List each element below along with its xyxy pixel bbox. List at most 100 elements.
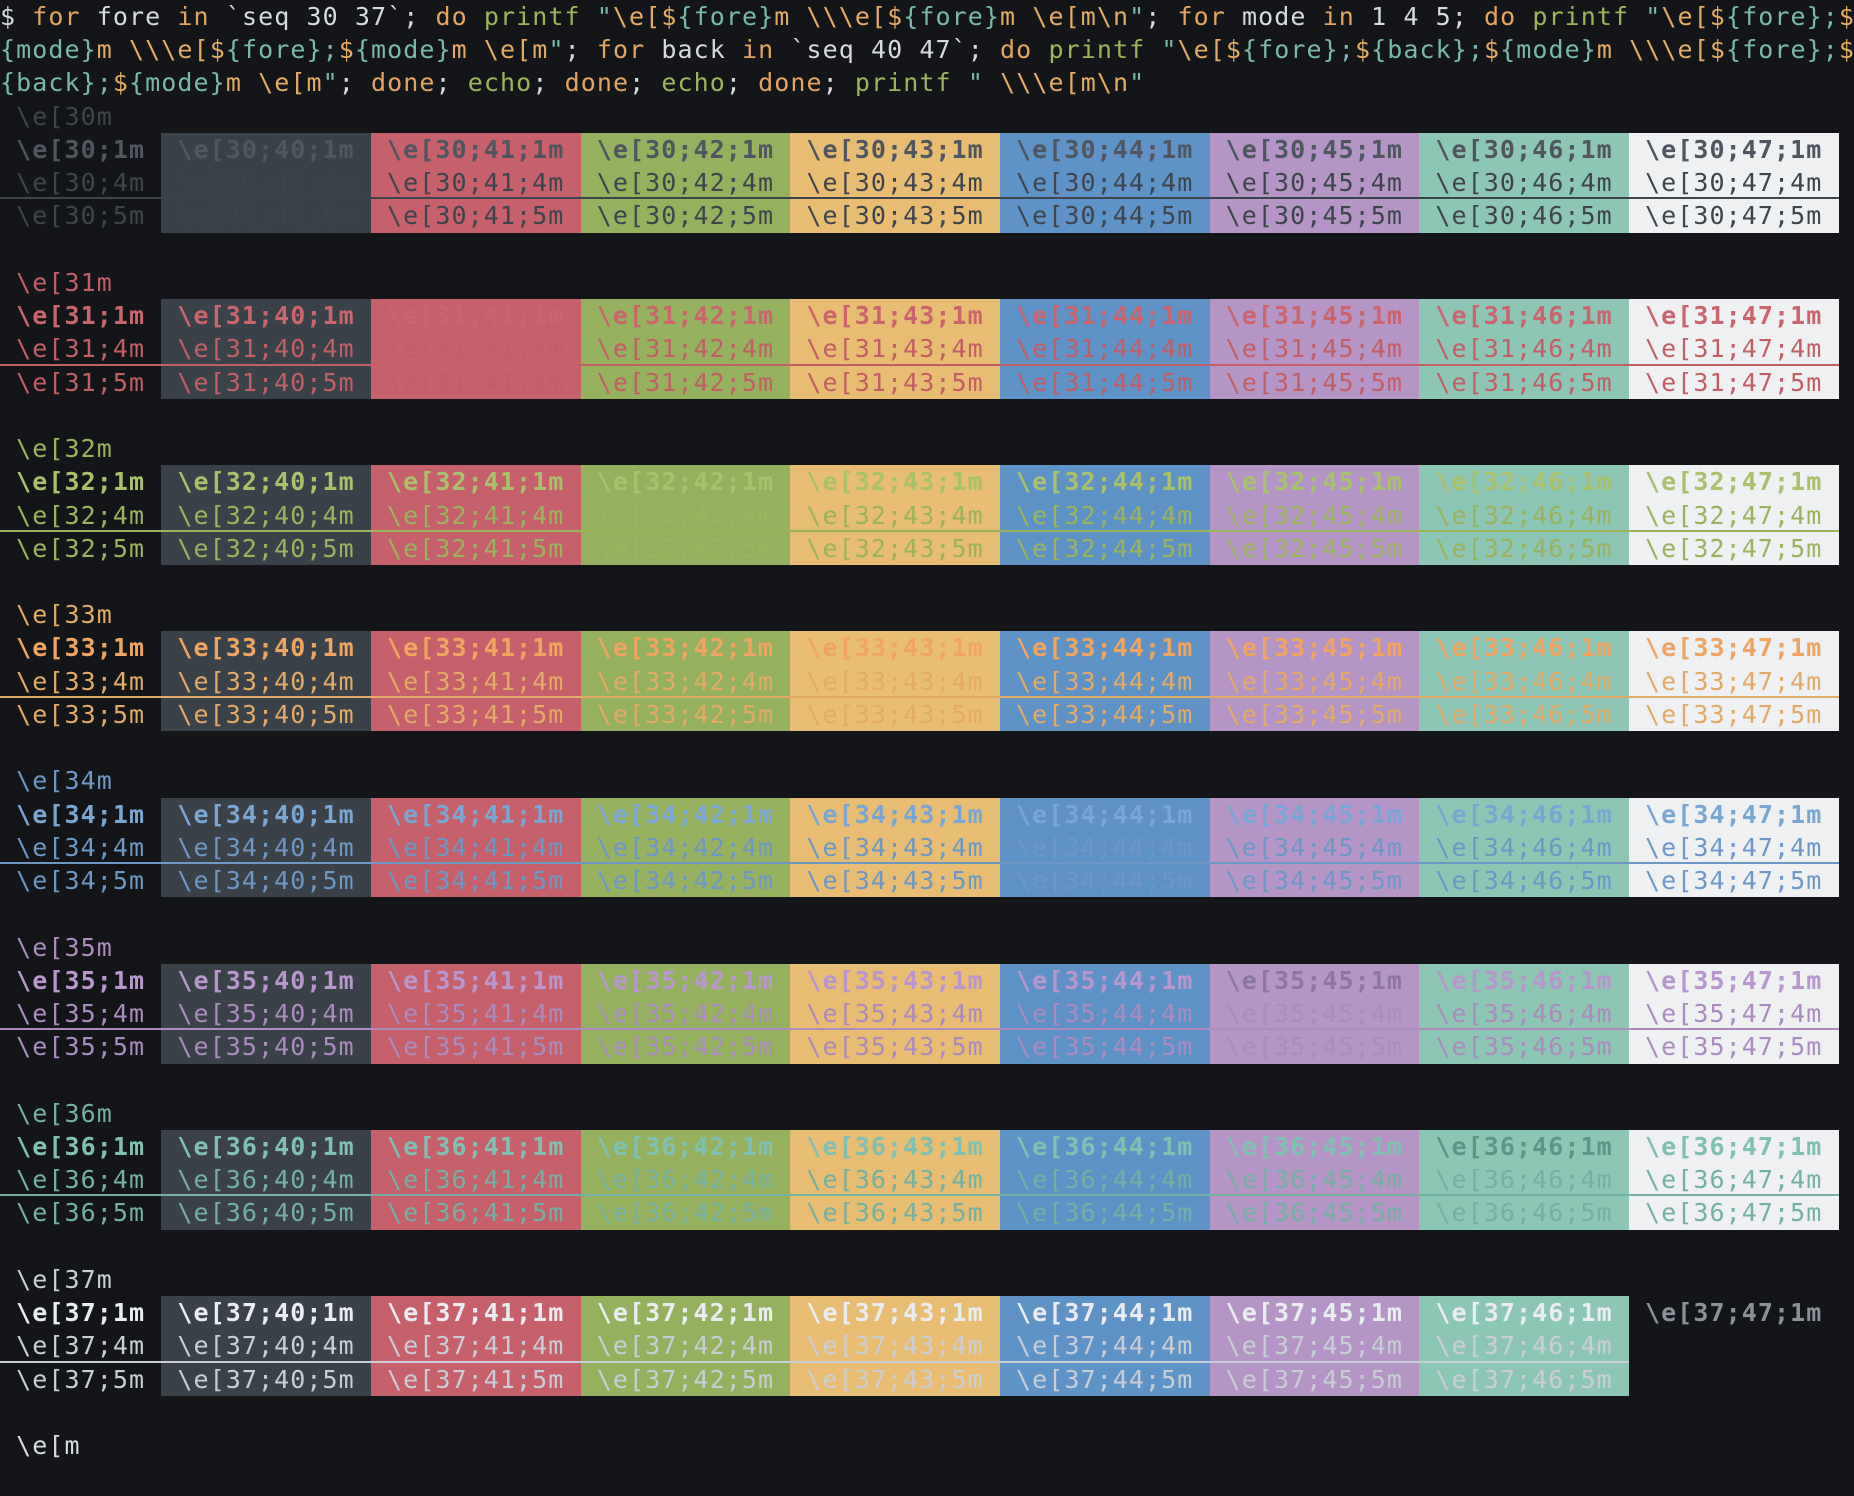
command-token: fore — [80, 2, 178, 31]
command-token: echo — [467, 68, 533, 98]
command-token — [242, 66, 258, 99]
ansi-cell: \e[30;45;1m — [1209, 132, 1420, 167]
ansi-cell: \e[36;43;5m — [790, 1196, 1000, 1230]
ansi-cell: \e[36;42;5m — [580, 1196, 791, 1230]
command-token: printf — [1532, 2, 1630, 31]
ansi-cell: \e[34;43;1m — [790, 797, 1000, 831]
command-token: " — [1129, 2, 1146, 31]
mode-row: \e[34;1m \e[34;40;1m \e[34;41;1m \e[34;4… — [0, 797, 1854, 831]
ansi-cell: \e[30;46;4m — [1419, 166, 1629, 200]
ansi-cell: \e[30;45;5m — [1209, 199, 1420, 233]
command-token: \n — [1096, 2, 1130, 31]
ansi-cell: \e[31;47;1m — [1628, 299, 1839, 333]
ansi-cell: \e[33;41;4m — [370, 664, 581, 698]
ansi-cell: \e[31;44;1m — [999, 299, 1210, 333]
ansi-cell: \e[36;42;1m — [580, 1129, 791, 1164]
ansi-cell: \e[32;47;4m — [1628, 498, 1839, 532]
ansi-cell: \e[36;46;1m — [1419, 1129, 1629, 1164]
ansi-cell: \e[30;44;1m — [999, 132, 1210, 167]
ansi-cell: \e[35;46;1m — [1419, 963, 1629, 998]
command-token: {back} — [1371, 35, 1468, 65]
fg-label-line: \e[31m — [0, 266, 1854, 299]
fg-label-line: \e[35m — [0, 931, 1854, 964]
ansi-cell: \e[30;44;4m — [999, 166, 1210, 200]
ansi-cell: \e[33;46;4m — [1419, 664, 1629, 698]
mode-row: \e[30;1m \e[30;40;1m \e[30;41;1m \e[30;4… — [0, 132, 1854, 167]
ansi-cell: \e[32;40;5m — [161, 531, 371, 565]
mode-row: \e[35;4m \e[35;40;4m \e[35;41;4m \e[35;4… — [0, 997, 1854, 1031]
ansi-cell: \e[33;45;5m — [1209, 697, 1420, 732]
mode-row: \e[31;4m \e[31;40;4m \e[31;41;4m \e[31;4… — [0, 332, 1854, 366]
command-token: m — [451, 35, 468, 65]
ansi-cell: \e[32;47;1m — [1628, 465, 1839, 499]
command-token: ; — [1145, 2, 1178, 31]
ansi-cell: \e[33;45;4m — [1209, 664, 1420, 698]
ansi-cell: \e[32;43;4m — [790, 498, 1000, 532]
blank-line — [0, 1064, 1854, 1097]
ansi-cell: \e[35;43;5m — [790, 1030, 1000, 1064]
ansi-cell: \e[37;47;1m — [1628, 1298, 1839, 1328]
ansi-label: \e[34;1m — [0, 799, 162, 829]
ansi-cell: \e[33;46;1m — [1419, 631, 1629, 665]
ansi-cell: \e[35;40;4m — [161, 997, 371, 1031]
ansi-cell: \e[32;41;5m — [370, 531, 581, 565]
ansi-cell: \e[33;44;5m — [999, 697, 1210, 732]
ansi-cell: \e[37;40;4m — [161, 1329, 371, 1363]
terminal-screen: $ for fore in `seq 30 37`; do printf "\e… — [0, 2, 1854, 1462]
blank-line — [0, 731, 1854, 764]
ansi-cell: \e[31;44;5m — [999, 365, 1210, 399]
ansi-cell: \e[32;46;5m — [1419, 531, 1629, 565]
command-token: {mode} — [129, 68, 226, 98]
ansi-cell: \e[35;43;4m — [790, 997, 1000, 1031]
mode-row: \e[35;1m \e[35;40;1m \e[35;41;1m \e[35;4… — [0, 963, 1854, 998]
ansi-label: \e[35;4m — [0, 997, 161, 1030]
ansi-cell: \e[36;45;4m — [1209, 1163, 1420, 1197]
ansi-cell: \e[35;45;4m — [1209, 997, 1420, 1031]
ansi-cell: \e[36;40;5m — [161, 1196, 371, 1230]
ansi-cell: \e[30;46;1m — [1419, 132, 1629, 167]
ansi-cell: \e[36;45;5m — [1209, 1196, 1420, 1230]
ansi-label: \e[36;4m — [0, 1163, 161, 1196]
mode-row: \e[35;5m \e[35;40;5m \e[35;41;5m \e[35;4… — [0, 1030, 1854, 1064]
command-token — [1032, 33, 1048, 66]
ansi-cell: \e[33;43;1m — [790, 631, 1000, 665]
command-token: {fore} — [1725, 35, 1823, 65]
ansi-cell: \e[31;47;5m — [1628, 365, 1839, 399]
ansi-cell: \e[33;44;1m — [999, 631, 1210, 665]
reset-line: \e[m — [0, 1429, 1854, 1462]
command-token: {fore} — [677, 2, 775, 31]
command-token: $ — [1483, 35, 1501, 65]
command-token: echo — [661, 68, 726, 98]
ansi-cell: \e[31;41;1m — [370, 299, 581, 333]
fg-label-line: \e[30m — [0, 100, 1854, 133]
ansi-cell: \e[33;43;4m — [790, 664, 1000, 698]
ansi-cell: \e[32;46;4m — [1419, 498, 1629, 532]
ansi-cell: \e[34;46;4m — [1419, 830, 1629, 865]
ansi-cell: \e[31;45;5m — [1209, 365, 1420, 399]
command-token: ; — [435, 68, 468, 98]
ansi-cell: \e[35;41;4m — [370, 997, 581, 1031]
command-token — [952, 66, 968, 99]
ansi-cell: \e[30;42;1m — [580, 132, 791, 167]
command-token: $ — [887, 2, 904, 31]
ansi-cell: \e[36;44;4m — [999, 1163, 1210, 1197]
command-token: ; — [96, 68, 113, 98]
ansi-label: \e[37m — [0, 1264, 113, 1294]
fg-label-line: \e[37m — [0, 1263, 1854, 1296]
ansi-label: \e[32;1m — [0, 467, 162, 497]
command-token: \\\e[ — [129, 35, 210, 65]
blank-line — [0, 1230, 1854, 1263]
ansi-cell: \e[34;42;5m — [580, 864, 791, 898]
ansi-cell: \e[33;42;4m — [580, 664, 791, 698]
command-token: ; — [1822, 35, 1839, 65]
ansi-cell: \e[30;43;5m — [790, 199, 1000, 233]
command-token: m — [1000, 2, 1017, 31]
command-token: for — [32, 2, 81, 31]
command-token: for — [596, 35, 646, 65]
ansi-label: \e[35m — [0, 932, 113, 962]
ansi-cell: \e[36;41;1m — [370, 1129, 581, 1164]
ansi-cell: \e[37;41;5m — [370, 1362, 581, 1396]
ansi-cell: \e[34;40;5m — [161, 864, 371, 898]
ansi-cell: \e[31;41;4m — [370, 332, 581, 366]
blank-line — [0, 565, 1854, 598]
